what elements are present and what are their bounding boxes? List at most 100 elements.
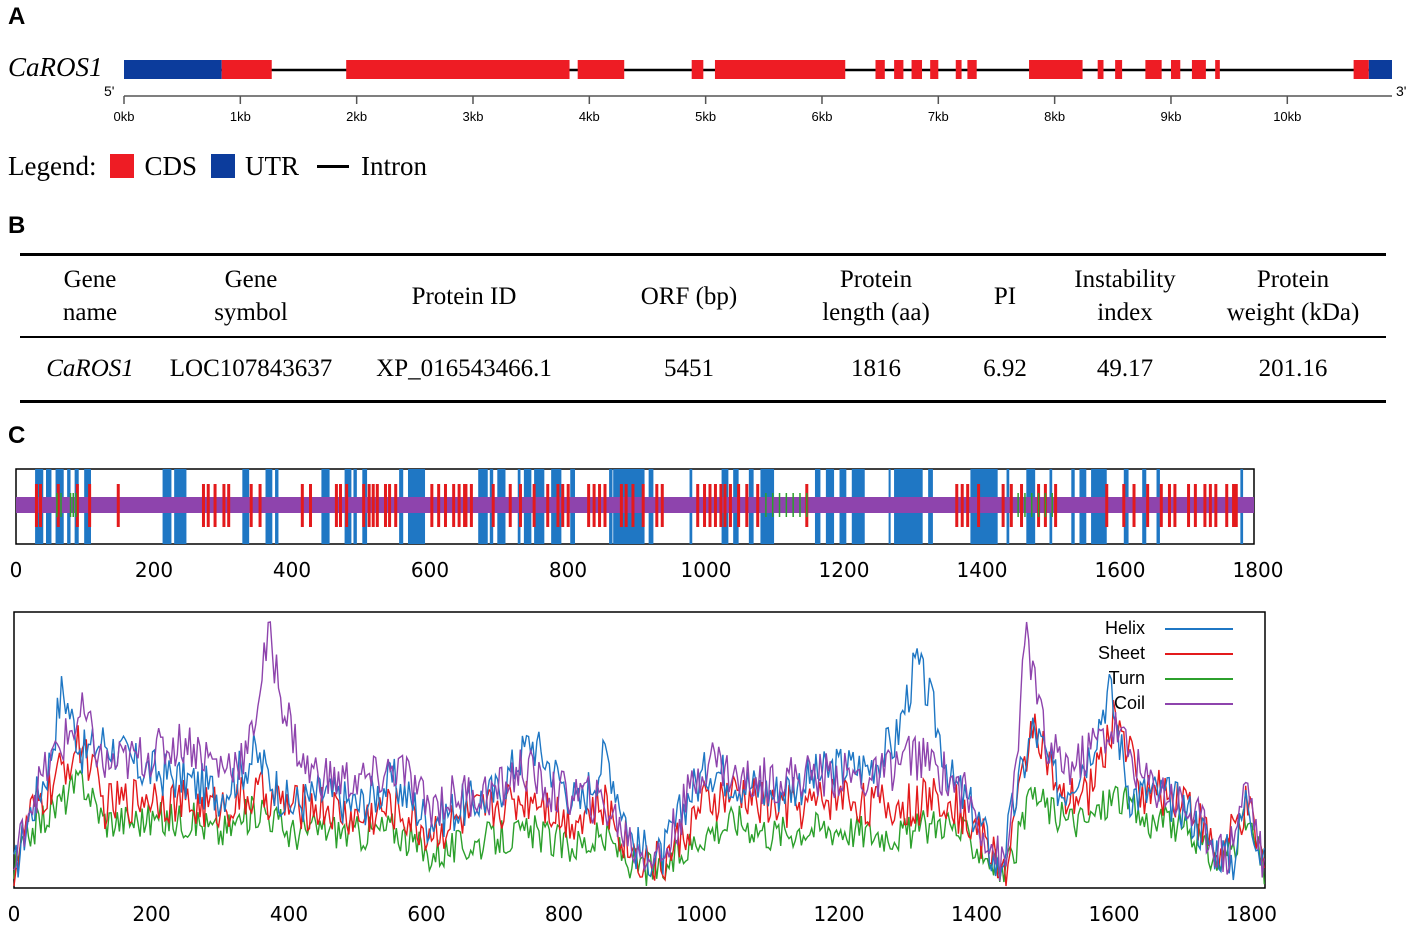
series-group bbox=[13, 621, 1265, 887]
chart-axis-ticks: 0 200 400 600 800 1000 1200 1400 1600 1800 bbox=[8, 902, 1277, 926]
turn-mark bbox=[1044, 493, 1047, 517]
panel-label-b: B bbox=[8, 212, 26, 239]
sheet-mark bbox=[388, 484, 392, 527]
table-row: CaROS1 LOC107843637 XP_016543466.1 5451 … bbox=[20, 337, 1386, 402]
cds-block bbox=[1191, 60, 1206, 79]
kb-tick-label: 3kb bbox=[463, 109, 484, 124]
table-header-cell: Gene symbol bbox=[214, 266, 288, 326]
sheet-mark bbox=[598, 484, 602, 527]
sheet-mark bbox=[345, 484, 349, 527]
sheet-mark bbox=[708, 484, 712, 527]
table-header-cell: PI bbox=[993, 282, 1017, 310]
sheet-mark bbox=[1122, 484, 1126, 527]
turn-mark bbox=[56, 493, 58, 517]
chart-axis-tick-label: 1400 bbox=[951, 902, 1002, 926]
sheet-mark bbox=[603, 484, 607, 527]
legend-turn-label: Turn bbox=[1109, 668, 1145, 688]
cds-block bbox=[875, 60, 885, 79]
cds-block bbox=[1170, 60, 1181, 79]
series-line-coil bbox=[13, 621, 1265, 882]
turn-mark bbox=[72, 493, 75, 517]
sheet-marks bbox=[34, 484, 1238, 527]
sheet-mark bbox=[592, 484, 596, 527]
sheet-mark bbox=[1159, 484, 1163, 527]
cds-block bbox=[955, 60, 962, 79]
turn-mark bbox=[799, 493, 801, 517]
turn-mark bbox=[771, 493, 774, 517]
ss-axis-tick-label: 0 bbox=[10, 558, 23, 582]
cds-block bbox=[346, 60, 570, 79]
sheet-mark bbox=[566, 484, 570, 527]
sheet-mark bbox=[1234, 484, 1238, 527]
ss-axis-tick-label: 1800 bbox=[1233, 558, 1284, 582]
cds-block bbox=[1029, 60, 1083, 79]
sheet-mark bbox=[960, 484, 964, 527]
sheet-mark bbox=[1020, 484, 1024, 527]
ss-axis-tick-label: 800 bbox=[549, 558, 587, 582]
ss-axis-ticks: 0 200 400 600 800 1000 1200 1400 1600 1800 bbox=[10, 558, 1284, 582]
series-line-helix bbox=[13, 648, 1265, 881]
table-header-cell: Protein length (aa) bbox=[822, 266, 930, 326]
kb-tick-label: 9kb bbox=[1160, 109, 1181, 124]
sheet-mark bbox=[546, 484, 550, 527]
cell-protein-length: 1816 bbox=[851, 355, 901, 382]
sheet-mark bbox=[206, 484, 210, 527]
kb-tick-label: 10kb bbox=[1273, 109, 1301, 124]
cell-orf: 5451 bbox=[664, 355, 714, 382]
sheet-mark bbox=[201, 484, 205, 527]
ss-axis-tick-label: 1200 bbox=[819, 558, 870, 582]
sheet-mark bbox=[334, 484, 338, 527]
series-line-turn bbox=[13, 768, 1265, 887]
turn-mark bbox=[1017, 493, 1019, 517]
sheet-mark bbox=[1132, 484, 1136, 527]
sheet-mark bbox=[619, 484, 623, 527]
cell-pi: 6.92 bbox=[983, 355, 1027, 382]
sheet-mark bbox=[375, 484, 379, 527]
three-prime-label: 3' bbox=[1396, 83, 1406, 99]
chart-axis-tick-label: 1600 bbox=[1089, 902, 1140, 926]
sheet-mark bbox=[213, 484, 217, 527]
ss-axis-tick-label: 1400 bbox=[957, 558, 1008, 582]
legend-title: Legend: bbox=[8, 150, 97, 181]
sheet-mark bbox=[56, 484, 60, 527]
turn-mark bbox=[1031, 493, 1033, 517]
kb-tick-label: 4kb bbox=[579, 109, 600, 124]
table-header-cell: Gene name bbox=[62, 266, 118, 326]
sheet-mark bbox=[88, 484, 92, 527]
chart-axis-tick-label: 400 bbox=[270, 902, 308, 926]
exon-group bbox=[124, 60, 1392, 79]
sheet-mark bbox=[655, 484, 659, 527]
chart-axis-tick-label: 1000 bbox=[676, 902, 727, 926]
sheet-mark bbox=[491, 484, 495, 527]
sheet-mark bbox=[222, 484, 226, 527]
sheet-mark bbox=[309, 484, 313, 527]
sheet-mark bbox=[728, 484, 732, 527]
kb-tick-label: 0kb bbox=[114, 109, 135, 124]
ss-axis-tick-label: 600 bbox=[411, 558, 449, 582]
gene-legend: Legend: CDS UTR Intron bbox=[8, 148, 427, 184]
kb-tick-label: 6kb bbox=[811, 109, 832, 124]
cell-protein-weight: 201.16 bbox=[1258, 355, 1328, 382]
cds-block bbox=[930, 60, 939, 79]
panel-label-c: C bbox=[8, 422, 26, 449]
chart-axis-tick-label: 600 bbox=[407, 902, 445, 926]
cell-gene-name: CaROS1 bbox=[46, 355, 134, 382]
protein-properties-table: Gene name Gene symbol Protein ID ORF (bp) … bbox=[20, 253, 1386, 403]
ss-axis-tick-label: 400 bbox=[273, 558, 311, 582]
kb-tick-label: 8kb bbox=[1044, 109, 1065, 124]
legend-coil-label: Coil bbox=[1114, 693, 1145, 713]
kb-tick-label: 1kb bbox=[230, 109, 251, 124]
sheet-mark bbox=[1193, 484, 1197, 527]
sheet-mark bbox=[1054, 484, 1058, 527]
legend-sheet-label: Sheet bbox=[1098, 643, 1145, 663]
sheet-mark bbox=[518, 484, 522, 527]
table-header-cell: Instability index bbox=[1074, 266, 1176, 326]
sheet-mark bbox=[34, 484, 38, 527]
cds-block bbox=[714, 60, 846, 79]
sheet-mark bbox=[745, 484, 749, 527]
sheet-mark bbox=[624, 484, 628, 527]
turn-mark bbox=[806, 493, 808, 517]
sheet-mark bbox=[39, 484, 43, 527]
table-header-row: Gene name Gene symbol Protein ID ORF (bp) … bbox=[20, 254, 1386, 337]
sheet-mark bbox=[464, 484, 468, 527]
